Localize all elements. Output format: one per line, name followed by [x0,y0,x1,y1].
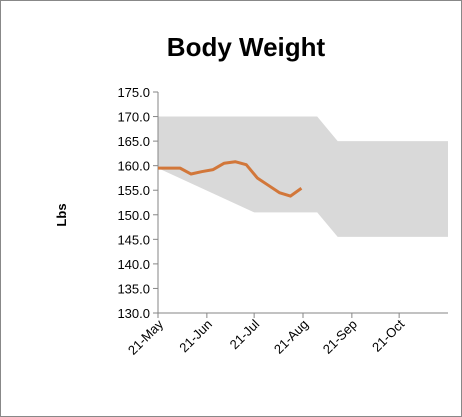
y-tick-label: 160.0 [117,159,150,174]
y-tick-label: 175.0 [117,85,150,100]
y-tick-label: 145.0 [117,232,150,247]
y-tick-label: 150.0 [117,208,150,223]
y-tick-label: 140.0 [117,257,150,272]
chart-title: Body Weight [167,32,326,62]
y-axis-label: Lbs [54,203,69,226]
range-band [158,116,448,237]
data-line [158,160,303,198]
y-tick-label: 170.0 [117,110,150,125]
y-tick-label: 155.0 [117,183,150,198]
y-tick-label: 130.0 [117,306,150,321]
y-tick-label: 165.0 [117,134,150,149]
y-tick-label: 135.0 [117,281,150,296]
